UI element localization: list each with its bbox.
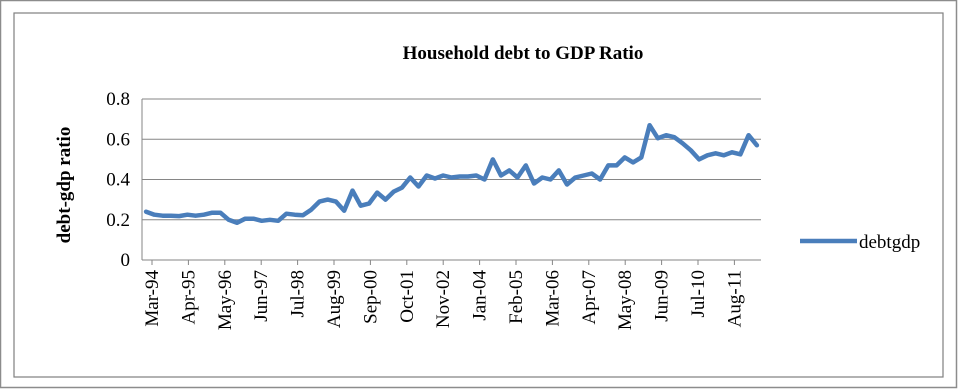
- x-tick-label: Apr-07: [579, 270, 600, 325]
- y-axis-label: debt-gdp ratio: [54, 127, 75, 244]
- x-tick-label: Mar-94: [142, 270, 163, 327]
- y-tick-label: 0: [121, 250, 131, 271]
- x-tick-label: Jun-97: [251, 270, 272, 322]
- chart-area-border: [13, 12, 944, 378]
- x-tick-label: Mar-06: [542, 270, 563, 327]
- y-tick-label: 0.6: [106, 129, 130, 150]
- x-tick-label: Apr-95: [178, 270, 199, 325]
- x-tick-labels: Mar-94 Apr-95 May-96 Jun-97 Jul-98 Aug-99 Sep-…: [142, 270, 745, 331]
- legend-label: debtgdp: [859, 232, 920, 253]
- x-tick-label: Sep-00: [360, 270, 381, 324]
- y-tick-label: 0.8: [106, 89, 130, 110]
- x-tick-label: Nov-02: [433, 270, 454, 328]
- x-tick-label: Jun-09: [652, 270, 673, 322]
- y-tick-labels: 0 0.2 0.4 0.6 0.8: [106, 89, 130, 271]
- chart-title: Household debt to GDP Ratio: [403, 43, 644, 64]
- series-line-debtgdp: [143, 122, 760, 226]
- x-tick-label: Jul-98: [288, 270, 309, 318]
- x-tick-label: Aug-11: [724, 270, 745, 327]
- y-tick-label: 0.2: [106, 210, 130, 231]
- x-tick-label: May-96: [215, 270, 236, 330]
- x-tick-label: May-08: [615, 270, 636, 330]
- axes: [141, 99, 761, 265]
- series-lines: [143, 122, 760, 226]
- x-tick-label: Oct-01: [397, 270, 418, 323]
- x-tick-label: Aug-99: [324, 270, 345, 328]
- y-tick-label: 0.4: [106, 170, 130, 191]
- x-tick-label: Feb-05: [506, 270, 527, 324]
- x-tick-label: Jul-10: [688, 270, 709, 318]
- x-tick-label: Jan-04: [470, 270, 491, 321]
- legend: debtgdp: [800, 232, 920, 253]
